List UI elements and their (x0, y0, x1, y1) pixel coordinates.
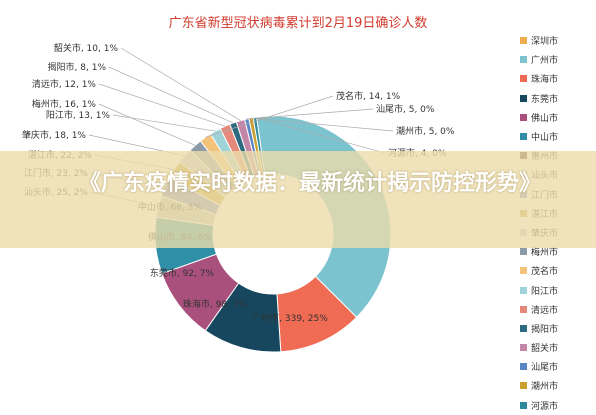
legend-item[interactable]: 广州市 (520, 50, 594, 69)
legend-item[interactable]: 东莞市 (520, 89, 594, 108)
legend-label: 汕尾市 (531, 363, 559, 374)
legend-item[interactable]: 汕尾市 (520, 357, 594, 376)
leader-line (98, 83, 226, 127)
legend-item[interactable]: 佛山市 (520, 108, 594, 127)
legend-label: 东莞市 (531, 94, 559, 105)
slice-label: 韶关市, 10, 1% (54, 42, 119, 54)
chart-title-part1: 广东省新型冠状病毒 (168, 16, 286, 31)
legend-swatch (520, 248, 527, 256)
legend-label: 中山市 (531, 133, 559, 144)
legend-swatch (520, 363, 527, 371)
legend-label: 潮州市 (531, 382, 559, 393)
legend-swatch (520, 37, 527, 45)
headline-banner (0, 151, 596, 248)
legend-label: 河源市 (531, 401, 559, 412)
legend-label: 珠海市 (531, 75, 559, 86)
slice-label: 阳江市, 13, 1% (46, 109, 111, 121)
legend-swatch (520, 324, 527, 332)
legend-item[interactable]: 韶关市 (520, 338, 594, 357)
legend-label: 广州市 (531, 56, 559, 67)
legend-item[interactable]: 河源市 (520, 396, 594, 415)
legend-swatch (520, 133, 527, 141)
legend-label: 阳江市 (531, 286, 559, 297)
leader-line (98, 103, 196, 146)
legend-swatch (520, 344, 527, 352)
legend-swatch (520, 56, 527, 64)
chart-container: 广州市, 339, 25%珠海市, 98, 7%东莞市, 92, 7%佛山市, … (0, 12, 596, 412)
legend-item[interactable]: 潮州市 (520, 376, 594, 395)
leader-line (205, 95, 334, 138)
leader-line (112, 114, 216, 132)
legend-swatch (520, 305, 527, 313)
slice-label: 茂名市, 14, 1% (336, 90, 401, 102)
legend-swatch (520, 94, 527, 102)
legend-item[interactable]: 揭阳市 (520, 319, 594, 338)
leader-line (108, 66, 234, 124)
legend-label: 深圳市 (531, 37, 559, 48)
slice-label: 广州市, 339, 25% (252, 312, 328, 324)
legend-item[interactable]: 珠海市 (520, 69, 594, 88)
slice-label: 汕尾市, 5, 0% (376, 103, 435, 115)
leader-line (254, 117, 386, 154)
legend-item[interactable]: 梅州市 (520, 242, 594, 261)
slice-label: 潮州市, 5, 0% (396, 125, 455, 137)
headline-text: 《广东疫情实时数据：最新统计揭示防控形势》 (78, 171, 541, 196)
legend-swatch (520, 267, 527, 275)
legend-swatch (520, 382, 527, 390)
legend-label: 清远市 (531, 305, 559, 316)
slice-label: 珠海市, 98, 7% (183, 298, 248, 310)
slice-label: 梅州市, 16, 1% (32, 98, 97, 110)
leader-line (246, 108, 374, 120)
legend-label: 梅州市 (531, 248, 559, 259)
leader-line (120, 47, 241, 121)
legend-item[interactable]: 阳江市 (520, 280, 594, 299)
slice-label: 肇庆市, 18, 1% (22, 129, 87, 141)
legend-item[interactable]: 清远市 (520, 300, 594, 319)
chart-title-part2: 累计到2月19日确诊人数 (285, 16, 428, 31)
legend-swatch (520, 113, 527, 121)
legend-label: 佛山市 (531, 113, 559, 124)
legend-swatch (520, 75, 527, 83)
chart-title: 广东省新型冠状病毒累计到2月19日确诊人数 (0, 12, 596, 31)
slice-label: 东莞市, 92, 7% (150, 267, 215, 279)
leader-line (250, 117, 394, 132)
legend-label: 韶关市 (531, 344, 559, 355)
legend-swatch (520, 286, 527, 294)
legend-swatch (520, 401, 527, 409)
legend-item[interactable]: 中山市 (520, 127, 594, 146)
slice-label: 清远市, 12, 1% (32, 78, 97, 90)
slice-label: 揭阳市, 8, 1% (48, 61, 107, 73)
legend-item[interactable]: 深圳市 (520, 31, 594, 50)
legend-item[interactable]: 茂名市 (520, 261, 594, 280)
legend-label: 揭阳市 (531, 324, 559, 335)
legend-label: 茂名市 (531, 267, 559, 278)
